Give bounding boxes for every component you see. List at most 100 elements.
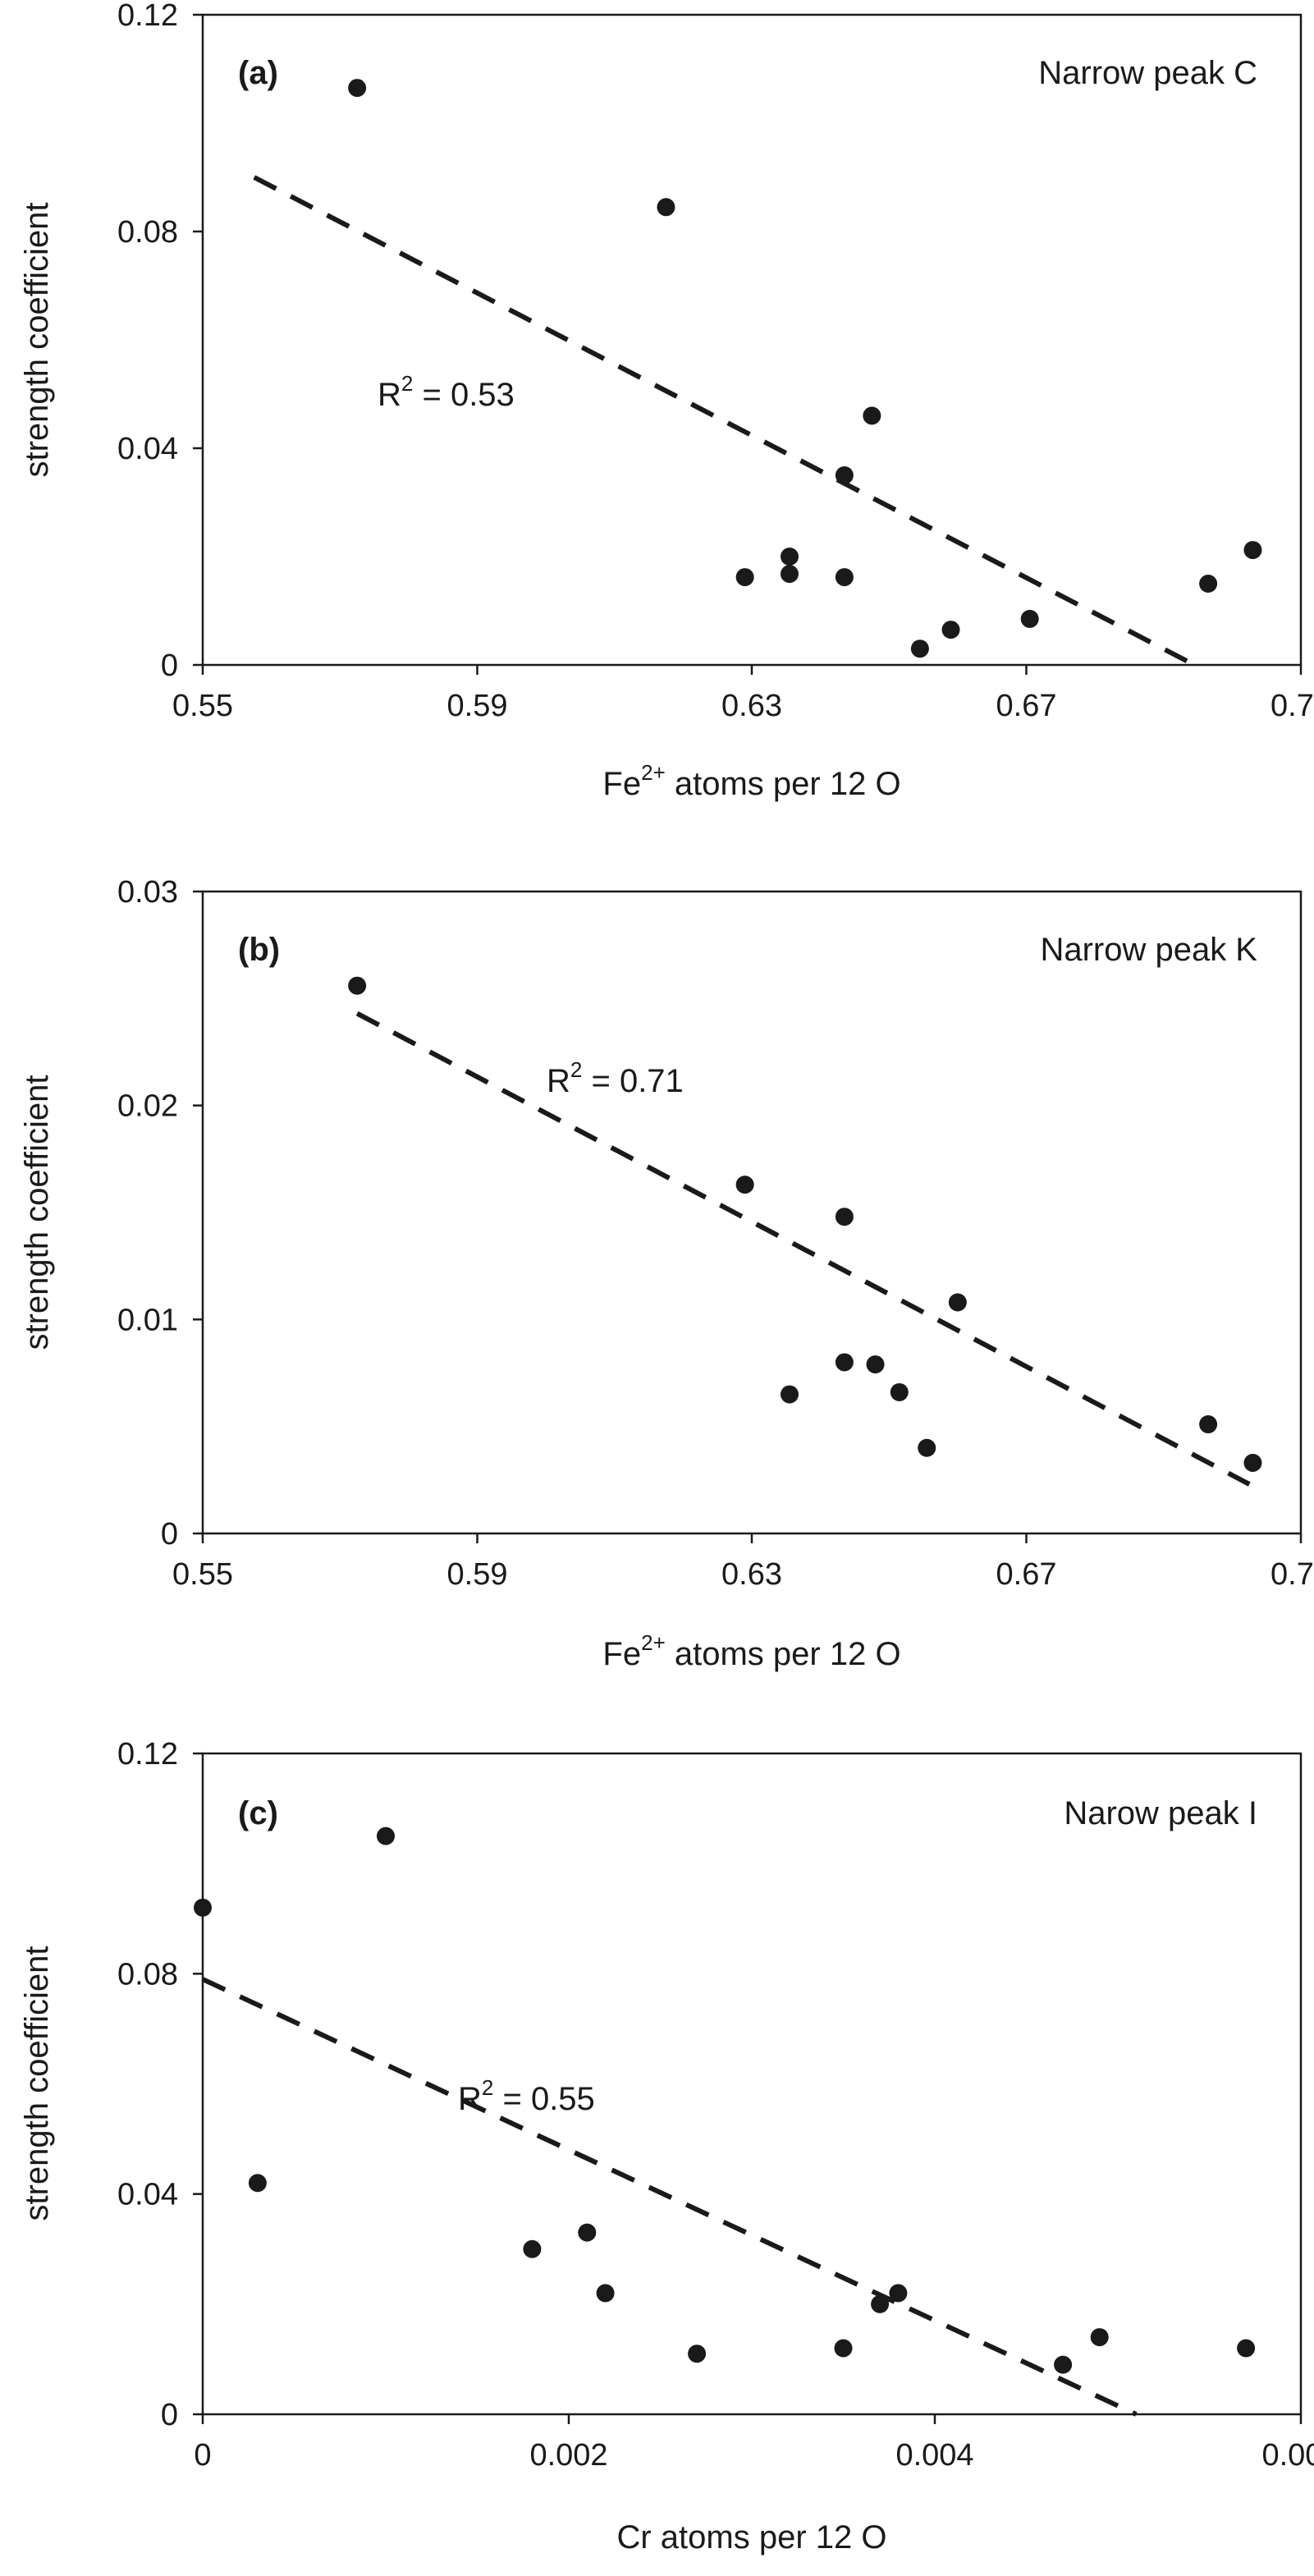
y-tick-label: 0.12 <box>117 0 178 33</box>
data-point <box>890 1382 909 1401</box>
data-point <box>918 1438 936 1457</box>
data-point <box>780 548 799 566</box>
x-tick-label: 0.67 <box>996 689 1057 723</box>
y-tick-label: 0 <box>161 1517 178 1552</box>
data-point <box>1243 541 1262 560</box>
data-point <box>1054 2355 1073 2374</box>
data-point <box>1090 2328 1109 2347</box>
x-ticks: 0 0.002 0.004 0.006 <box>194 2414 1314 2473</box>
x-title-rest: atoms per 12 O <box>666 1636 901 1672</box>
y-axis-title: strength coefficient <box>19 202 55 477</box>
r2-base: R <box>458 2081 482 2117</box>
data-point <box>596 2284 615 2303</box>
x-tick-label: 0.002 <box>529 2438 607 2473</box>
data-point <box>835 1208 854 1226</box>
x-tick-label: 0 <box>194 2438 211 2473</box>
y-tick-label: 0 <box>161 2398 178 2432</box>
r2-sup: 2 <box>482 2075 493 2100</box>
x-axis-title: Cr atoms per 12 O <box>616 2519 886 2555</box>
x-axis-title: Fe2+ atoms per 12 O <box>602 760 900 802</box>
y-axis-title: strength coefficient <box>19 1946 55 2221</box>
y-tick-label: 0.08 <box>117 215 178 250</box>
r2-base: R <box>547 1063 570 1099</box>
y-ticks: 0 0.01 0.02 0.03 <box>117 875 203 1552</box>
data-point <box>735 568 754 587</box>
data-point <box>941 621 960 639</box>
y-axis-title: strength coefficient <box>19 1075 55 1350</box>
x-title-sup: 2+ <box>641 760 666 785</box>
x-title-base: Fe <box>602 1636 641 1672</box>
y-tick-label: 0.12 <box>117 1737 178 1772</box>
data-point <box>523 2239 542 2258</box>
data-point <box>835 1353 854 1372</box>
x-tick-label: 0.63 <box>721 1557 782 1592</box>
data-points <box>348 976 1262 1472</box>
data-point <box>863 406 881 425</box>
r2-base: R <box>378 377 401 413</box>
x-tick-label: 0.55 <box>172 1557 233 1592</box>
data-point <box>1199 575 1218 593</box>
data-point <box>194 1898 212 1917</box>
data-point <box>889 2284 908 2303</box>
r2-sup: 2 <box>401 371 413 396</box>
x-tick-label: 0.63 <box>721 689 782 723</box>
x-tick-label: 0.67 <box>996 1557 1057 1592</box>
x-tick-label: 0.71 <box>1271 1557 1314 1592</box>
plot-frame <box>201 890 1303 1535</box>
data-point <box>1199 1415 1218 1434</box>
r2-rest: = 0.71 <box>582 1063 683 1099</box>
panel-c: 0 0.002 0.004 0.006 0 0.04 0.08 0.12 (c) Narow… <box>19 1737 1314 2555</box>
x-title-sup: 2+ <box>641 1630 666 1655</box>
y-tick-label: 0.04 <box>117 2178 178 2212</box>
panel-label: (b) <box>238 932 280 968</box>
trendline <box>201 1977 1138 2417</box>
x-tick-label: 0.71 <box>1271 689 1314 723</box>
data-point <box>688 2345 707 2363</box>
panel-label: (a) <box>238 55 278 91</box>
data-point <box>348 976 367 995</box>
y-tick-label: 0.01 <box>117 1303 178 1337</box>
x-ticks: 0.55 0.59 0.63 0.67 0.71 <box>172 1533 1314 1592</box>
r2-rest: = 0.53 <box>413 377 514 413</box>
data-point <box>910 639 929 658</box>
data-point <box>1237 2339 1256 2358</box>
data-point <box>1243 1453 1262 1472</box>
x-tick-label: 0.59 <box>447 689 508 723</box>
y-tick-label: 0.02 <box>117 1089 178 1124</box>
y-ticks: 0 0.04 0.08 0.12 <box>117 1737 203 2432</box>
y-tick-label: 0 <box>161 649 178 683</box>
y-tick-label: 0.03 <box>117 875 178 910</box>
data-point <box>578 2223 597 2242</box>
data-point <box>835 568 854 587</box>
x-tick-label: 0.006 <box>1261 2438 1314 2473</box>
y-ticks: 0 0.04 0.08 0.12 <box>117 0 203 683</box>
x-ticks: 0.55 0.59 0.63 0.67 0.71 <box>172 665 1314 723</box>
data-point <box>948 1293 967 1312</box>
trendline <box>355 1011 1251 1487</box>
y-tick-label: 0.08 <box>117 1957 178 1992</box>
data-point <box>871 2294 890 2313</box>
data-point <box>377 1827 395 1845</box>
r-squared-label: R2 = 0.71 <box>547 1057 684 1099</box>
x-tick-label: 0.004 <box>895 2438 973 2473</box>
panel-a: 0.55 0.59 0.63 0.67 0.71 0 0.04 0.08 0.12 (a) N… <box>19 0 1314 802</box>
data-point <box>348 79 367 98</box>
data-point <box>866 1355 885 1374</box>
data-point <box>248 2174 267 2193</box>
data-point <box>1020 609 1039 628</box>
r2-sup: 2 <box>570 1057 582 1082</box>
data-point <box>657 198 675 217</box>
x-title-base: Cr atoms per 12 O <box>616 2519 886 2555</box>
x-title-rest: atoms per 12 O <box>666 766 901 802</box>
r2-rest: = 0.55 <box>493 2081 594 2117</box>
trendline <box>253 175 1196 667</box>
x-axis-title: Fe2+ atoms per 12 O <box>602 1630 900 1672</box>
peak-label: Narow peak I <box>1064 1795 1257 1831</box>
data-points <box>194 1827 1256 2374</box>
peak-label: Narrow peak C <box>1038 55 1257 91</box>
data-point <box>835 466 854 484</box>
r-squared-label: R2 = 0.53 <box>378 371 515 413</box>
data-point <box>834 2339 853 2358</box>
x-tick-label: 0.59 <box>447 1557 508 1592</box>
